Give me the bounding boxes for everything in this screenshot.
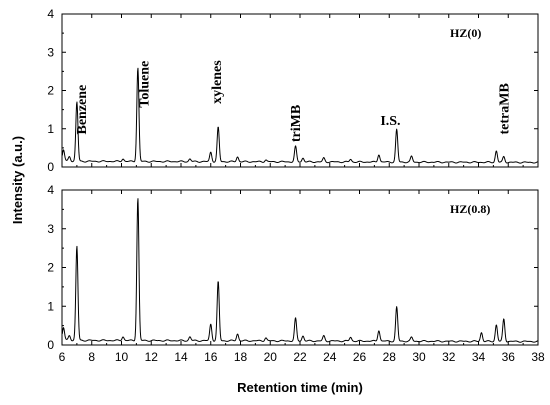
y-axis-label: Intensity (a.u.) <box>10 136 25 224</box>
x-tick-label: 38 <box>531 350 545 364</box>
y-tick-label: 2 <box>47 261 54 275</box>
y-tick-label: 0 <box>47 338 54 352</box>
x-tick-label: 12 <box>145 350 159 364</box>
peak-label: I.S. <box>380 114 400 129</box>
x-tick-label: 24 <box>323 350 337 364</box>
x-tick-label: 20 <box>264 350 278 364</box>
x-tick-label: 30 <box>412 350 426 364</box>
y-tick-label: 3 <box>47 222 54 236</box>
peak-label: triMB <box>289 105 304 142</box>
peak-label: xylenes <box>210 60 225 104</box>
x-tick-label: 36 <box>502 350 516 364</box>
x-tick-label: 22 <box>293 350 307 364</box>
chromatogram-trace <box>61 198 538 343</box>
peak-label: Toluene <box>137 61 152 108</box>
panel-title: HZ(0.8) <box>450 202 490 216</box>
peak-label: Benzene <box>75 85 90 135</box>
x-tick-label: 18 <box>234 350 248 364</box>
y-tick-label: 0 <box>47 160 54 174</box>
panel-title: HZ(0) <box>450 26 481 40</box>
x-tick-label: 14 <box>174 350 188 364</box>
panel-hz08: 0 1 2 3 4 HZ(0.8) <box>47 183 539 352</box>
x-tick-label: 6 <box>59 350 66 364</box>
x-tick-label: 26 <box>353 350 367 364</box>
y-tick-label: 3 <box>47 45 54 59</box>
chromatogram-trace <box>61 67 538 164</box>
panel-hz0: 0 1 2 3 4 HZ(0) Benzene Toluene xylenes triMB I.S.… <box>47 7 539 174</box>
x-tick-label: 8 <box>88 350 95 364</box>
x-axis: 6 8 10 12 14 16 18 20 22 24 26 28 30 32 34 36 38 <box>59 350 545 364</box>
y-tick-label: 4 <box>47 183 54 197</box>
x-tick-label: 16 <box>204 350 218 364</box>
x-tick-label: 28 <box>383 350 397 364</box>
x-axis-label: Retention time (min) <box>237 380 363 395</box>
x-tick-label: 10 <box>115 350 129 364</box>
x-tick-label: 34 <box>472 350 486 364</box>
x-tick-label: 32 <box>442 350 456 364</box>
y-tick-label: 1 <box>47 122 54 136</box>
peak-label: tetraMB <box>497 83 512 134</box>
y-tick-label: 2 <box>47 84 54 98</box>
y-tick-label: 4 <box>47 7 54 21</box>
y-tick-label: 1 <box>47 299 54 313</box>
